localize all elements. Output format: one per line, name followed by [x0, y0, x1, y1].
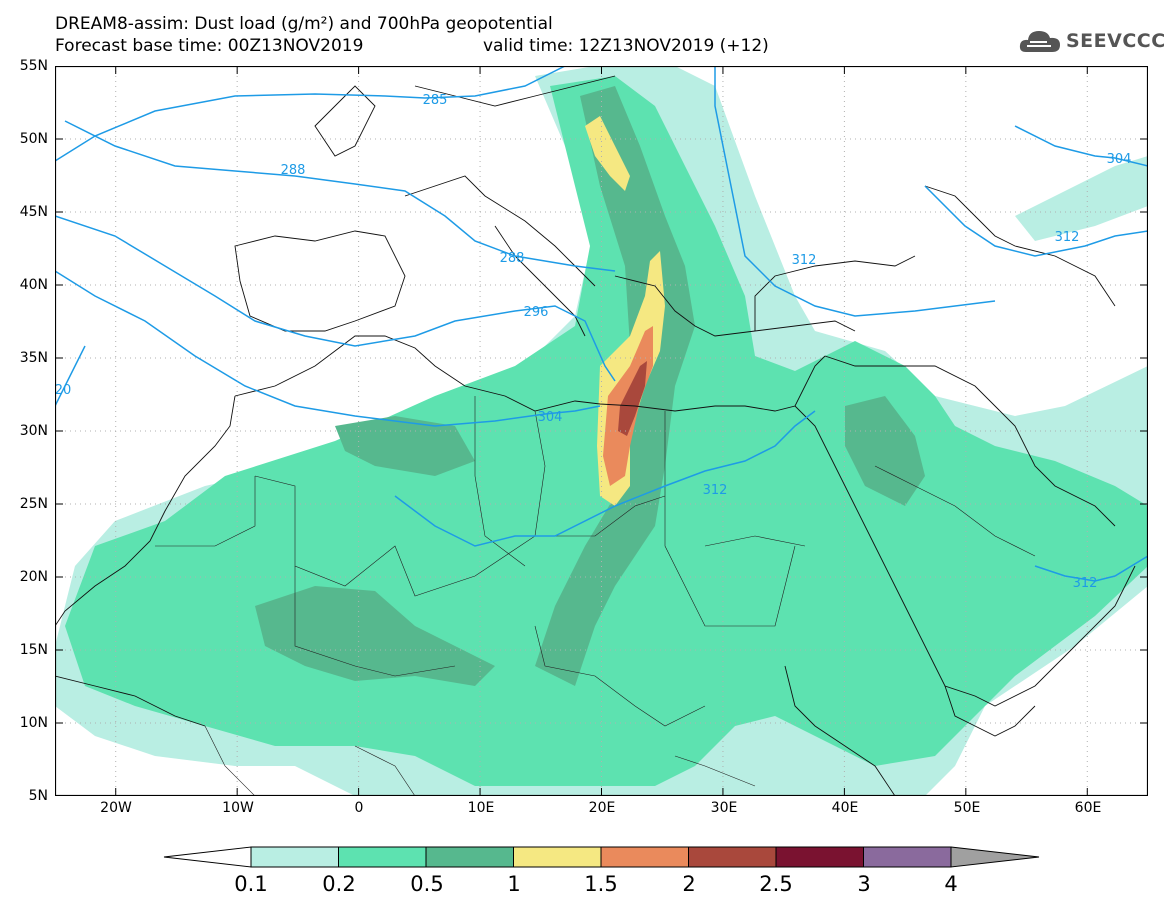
dust-band-light-east [1015, 156, 1148, 241]
contour-labels: 285 288 288 296 304 312 312 304 312 312 … [55, 93, 1131, 591]
colorbar-swatch [338, 846, 427, 868]
dust-plume-yellow-north [585, 116, 630, 191]
colorbar-tick-label: 1.5 [584, 872, 618, 896]
colorbar [163, 846, 1040, 868]
lon-label: 0 [354, 800, 364, 816]
cloud-icon [1019, 31, 1060, 52]
colorbar-tick-label: 0.1 [234, 872, 268, 896]
contour-label: 304 [538, 410, 563, 425]
lon-label: 50E [953, 800, 981, 816]
lat-label: 40N [19, 277, 48, 293]
contour-label: 312 [1073, 576, 1098, 591]
forecast-time-line: Forecast base time: 00Z13NOV2019 valid ti… [55, 36, 769, 56]
country-borders [155, 396, 1036, 796]
contour-label: 296 [524, 305, 549, 320]
colorbar-swatch [513, 846, 602, 868]
colorbar-swatch [688, 846, 777, 868]
lat-label: 25N [19, 496, 48, 512]
lat-label: 30N [19, 423, 48, 439]
lon-label: 20W [100, 800, 132, 816]
lat-label: 5N [28, 788, 48, 804]
lon-label: 30E [710, 800, 738, 816]
colorbar-swatch [600, 846, 689, 868]
dust-band-dark-sahel [255, 586, 495, 686]
dust-map: 285 288 288 296 304 312 312 304 312 312 … [55, 66, 1148, 796]
axis-ticks [55, 66, 1148, 796]
lat-label: 55N [19, 58, 48, 74]
lat-label: 10N [19, 715, 48, 731]
contour-label: 312 [792, 253, 817, 268]
colorbar-tick-label: 3 [857, 872, 871, 896]
dust-plume-core [618, 361, 647, 436]
colorbar-swatch [863, 846, 952, 868]
geopotential-contours [55, 66, 1148, 582]
base-time: Forecast base time: 00Z13NOV2019 [55, 36, 364, 56]
map-title: DREAM8-assim: Dust load (g/m²) and 700hP… [55, 14, 553, 34]
lon-label: 60E [1074, 800, 1102, 816]
colorbar-tick-label: 1 [507, 872, 521, 896]
colorbar-tick-label: 4 [944, 872, 958, 896]
contour-label: 304 [1107, 152, 1132, 167]
lat-label: 15N [19, 642, 48, 658]
lat-label: 20N [19, 569, 48, 585]
lon-label: 10W [222, 800, 254, 816]
contour-label: 312 [1055, 230, 1080, 245]
colorbar-tick-label: 0.5 [410, 872, 444, 896]
colorbar-tick-label: 2 [682, 872, 696, 896]
seevccc-logo: SEEVCCC [1018, 26, 1165, 56]
colorbar-arrow-low [163, 846, 252, 868]
colorbar-tick-label: 2.5 [759, 872, 793, 896]
lon-label: 10E [467, 800, 495, 816]
colorbar-swatch [775, 846, 864, 868]
valid-time: valid time: 12Z13NOV2019 (+12) [483, 36, 769, 56]
lat-label: 50N [19, 131, 48, 147]
colorbar-swatch [425, 846, 514, 868]
coastlines [55, 75, 1136, 796]
contour-label: 312 [703, 483, 728, 498]
lat-label: 45N [19, 204, 48, 220]
contour-label: 285 [423, 93, 448, 108]
dust-band-dark-arabia [845, 396, 925, 506]
contour-label: 288 [281, 163, 306, 178]
lon-label: 40E [831, 800, 859, 816]
contour-label: 20 [55, 383, 71, 398]
lon-label: 20E [588, 800, 616, 816]
colorbar-tick-label: 0.2 [322, 872, 356, 896]
lat-label: 35N [19, 350, 48, 366]
contour-label: 288 [500, 251, 525, 266]
colorbar-arrow-high [950, 846, 1040, 868]
dust-band-dark-plume [535, 86, 695, 686]
colorbar-swatch [250, 846, 339, 868]
logo-text: SEEVCCC [1066, 30, 1165, 52]
graticule [55, 66, 1148, 796]
